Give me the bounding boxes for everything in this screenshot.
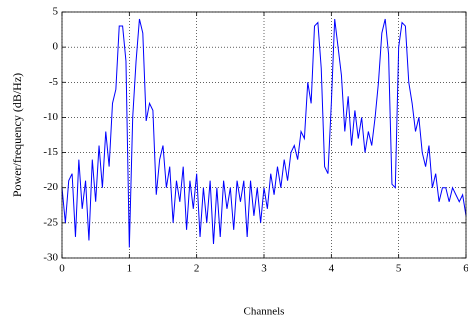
y-axis-label: Power/frequency (dB/Hz)	[10, 73, 24, 197]
x-tick-label: 4	[329, 263, 335, 275]
y-tick-label: 0	[53, 41, 59, 53]
plot-frame	[61, 11, 467, 259]
x-tick-label: 1	[127, 263, 133, 275]
x-tick-label: 5	[396, 263, 402, 275]
y-tick-label: -10	[43, 111, 58, 123]
y-tick-label: -5	[49, 76, 59, 88]
y-tick-label: -15	[43, 146, 58, 158]
y-tick-label: -30	[43, 252, 58, 264]
y-tick-label: -20	[43, 181, 58, 193]
x-tick-label: 0	[59, 263, 65, 275]
y-tick-label: 5	[53, 6, 59, 18]
x-tick-label: 6	[463, 263, 468, 275]
data-line	[61, 18, 467, 248]
x-tick-label: 2	[194, 263, 200, 275]
x-axis-label: Channels	[244, 306, 285, 318]
y-tick-label: -25	[43, 216, 58, 228]
x-tick-label: 3	[261, 263, 267, 275]
